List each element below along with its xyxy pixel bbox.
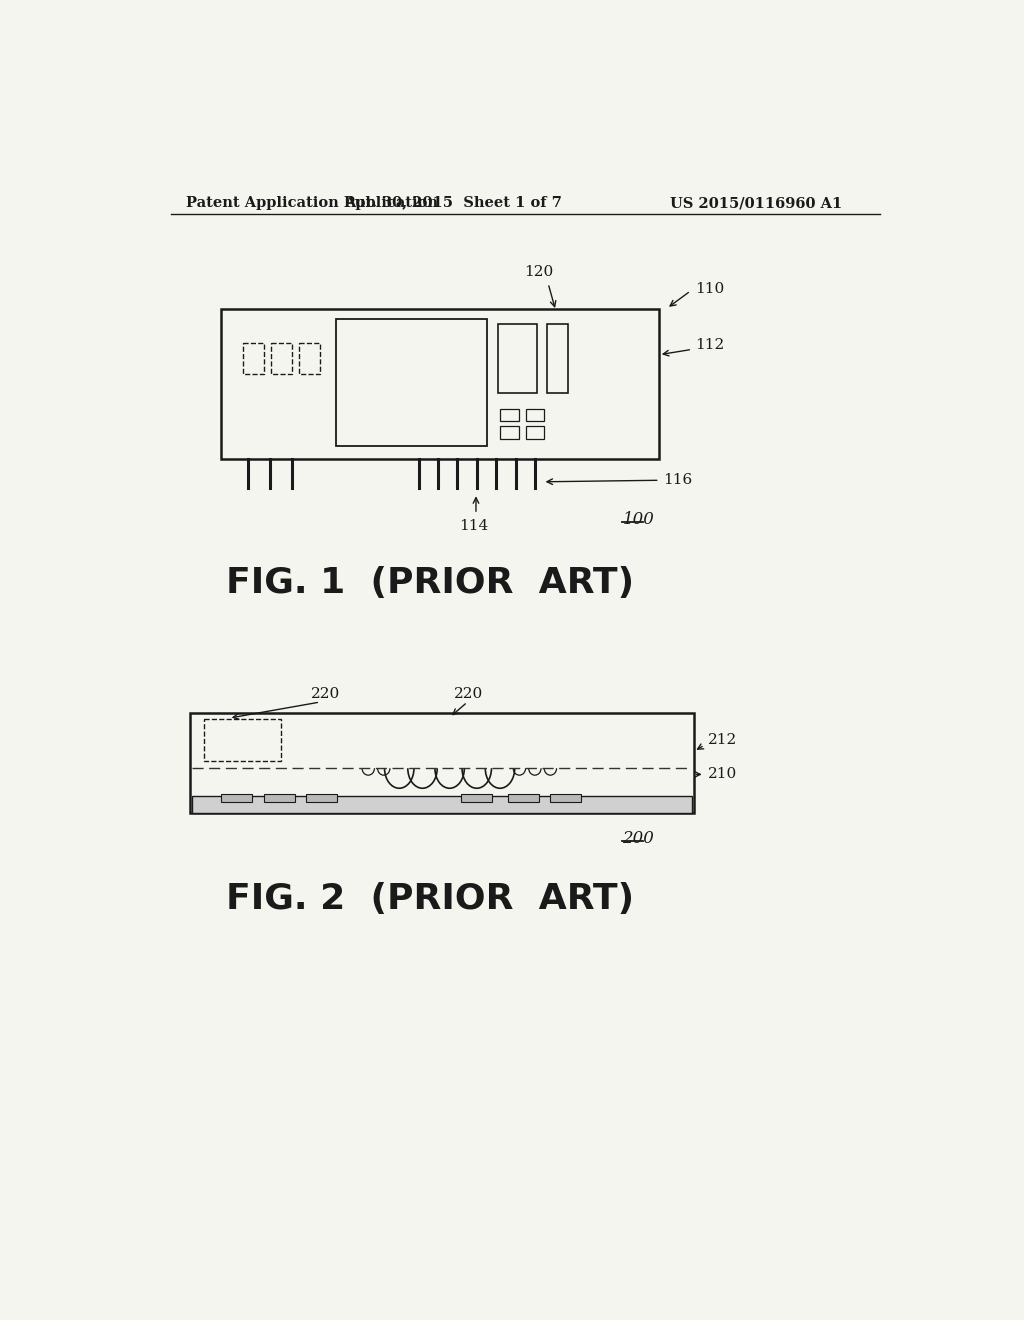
Bar [190,713,693,813]
Text: Apr. 30, 2015  Sheet 1 of 7: Apr. 30, 2015 Sheet 1 of 7 [344,197,562,210]
Bar [336,318,486,446]
Bar [243,343,264,374]
Text: 200: 200 [623,830,654,847]
Bar [525,409,544,421]
Bar [500,409,518,421]
Text: 220: 220 [455,686,483,701]
Text: 112: 112 [695,338,725,351]
Bar [306,795,337,803]
Bar [525,426,544,438]
Bar [550,795,582,803]
Text: 116: 116 [663,474,692,487]
Bar [500,426,518,438]
Text: 114: 114 [459,519,488,533]
Bar [221,795,252,803]
Bar [547,323,568,393]
Text: FIG. 1  (PRIOR  ART): FIG. 1 (PRIOR ART) [226,566,634,601]
Text: Patent Application Publication: Patent Application Publication [186,197,438,210]
Text: 212: 212 [708,733,737,747]
Bar [191,796,692,813]
Text: 220: 220 [311,686,340,701]
Bar [299,343,321,374]
Bar [204,719,282,762]
Bar [499,323,538,393]
Text: 120: 120 [524,265,553,280]
Bar [461,795,493,803]
Bar [508,795,539,803]
Text: US 2015/0116960 A1: US 2015/0116960 A1 [671,197,843,210]
Text: 100: 100 [623,511,654,528]
Bar [263,795,295,803]
Bar [270,343,292,374]
Text: FIG. 2  (PRIOR  ART): FIG. 2 (PRIOR ART) [226,882,634,916]
Bar [221,309,658,459]
Text: 210: 210 [708,767,737,781]
Text: 110: 110 [695,282,725,296]
